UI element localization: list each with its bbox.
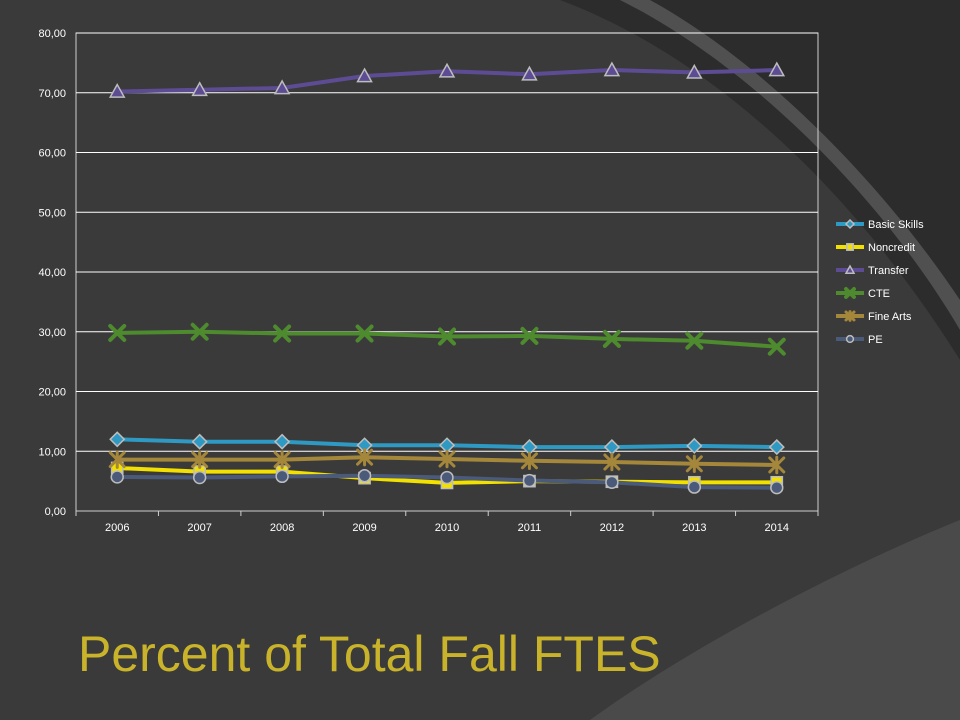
series-cte: [108, 322, 786, 356]
data-point-fine-arts: [520, 451, 538, 471]
legend-item-transfer: Transfer: [836, 264, 909, 277]
y-axis: 0,00 10,00 20,00 30,00 40,00 50,00 60,00 70,00 8…: [38, 28, 66, 518]
data-point-cte: [520, 326, 539, 345]
data-point-pe: [192, 470, 207, 485]
y-tick-label: 70,00: [38, 88, 66, 100]
x-tick-label: 2010: [435, 522, 459, 534]
data-point-transfer: [356, 67, 373, 83]
legend-label-cte: CTE: [868, 288, 890, 300]
y-tick-label: 20,00: [38, 387, 66, 399]
legend-item-pe: PE: [836, 334, 883, 346]
y-tick-label: 10,00: [38, 446, 66, 458]
data-point-cte: [190, 322, 209, 341]
legend-label-fine-arts: Fine Arts: [868, 311, 912, 323]
data-point-fine-arts: [273, 450, 291, 469]
data-point-transfer: [273, 79, 291, 95]
data-point-pe: [357, 469, 372, 483]
data-point-cte: [438, 327, 456, 346]
data-point-cte: [108, 323, 127, 342]
data-point-pe: [275, 469, 289, 484]
legend-item-cte: CTE: [836, 287, 890, 300]
data-point-transfer: [521, 65, 538, 81]
data-point-cte: [685, 331, 704, 350]
data-point-basic-skills: [109, 431, 126, 448]
y-tick-label: 50,00: [38, 207, 66, 219]
data-point-cte: [273, 324, 292, 343]
legend-item-fine-arts: Fine Arts: [836, 310, 912, 323]
data-point-transfer: [191, 81, 208, 97]
data-point-cte: [355, 324, 374, 343]
data-point-fine-arts: [108, 450, 126, 469]
legend-label-basic-skills: Basic Skills: [868, 219, 924, 231]
legend-marker-cte: [844, 287, 856, 299]
data-point-basic-skills: [768, 439, 785, 456]
legend-marker-fine-arts: [844, 310, 856, 322]
data-point-basic-skills: [603, 439, 620, 456]
legend-marker-pe: [845, 334, 855, 344]
data-point-pe: [687, 480, 702, 494]
series-transfer: [108, 61, 786, 98]
y-tick-label: 60,00: [38, 148, 66, 160]
x-tick-label: 2013: [682, 522, 706, 534]
legend-marker-noncredit: [846, 243, 854, 251]
series-pe: [110, 469, 784, 495]
data-point-transfer: [603, 61, 621, 77]
y-tick-label: 0,00: [45, 506, 66, 518]
data-point-cte: [602, 329, 621, 348]
series-fine-arts: [108, 448, 786, 475]
data-point-basic-skills: [686, 437, 703, 454]
gridlines: [76, 32, 818, 452]
data-point-basic-skills: [274, 433, 291, 450]
background-swoosh-decoration: [560, 0, 960, 720]
legend-marker-basic-skills: [844, 218, 856, 230]
x-tick-label: 2014: [765, 522, 789, 534]
data-point-fine-arts: [356, 448, 374, 467]
legend-item-basic-skills: Basic Skills: [836, 218, 924, 231]
data-point-fine-arts: [438, 449, 456, 469]
x-tick-label: 2011: [518, 522, 542, 534]
data-point-fine-arts: [768, 455, 786, 475]
x-tick-label: 2008: [270, 522, 294, 534]
x-tick-label: 2009: [352, 522, 376, 534]
legend-label-pe: PE: [868, 334, 883, 346]
data-point-fine-arts: [685, 454, 703, 473]
data-point-basic-skills: [191, 433, 208, 450]
data-point-pe: [605, 475, 619, 490]
legend: Basic Skills Noncredit Transfer CTE Fine Art…: [836, 218, 924, 346]
x-tick-label: 2007: [187, 522, 211, 534]
data-point-fine-arts: [191, 450, 209, 469]
legend-label-transfer: Transfer: [868, 265, 909, 277]
series-layer: [108, 61, 786, 495]
data-point-pe: [770, 480, 784, 495]
x-tick-label: 2006: [105, 522, 129, 534]
data-point-transfer: [438, 62, 456, 78]
data-point-pe: [110, 470, 124, 484]
x-axis: 2006 2007 2008 2009 2010 2011 2012 2013 2014: [75, 511, 819, 534]
data-point-fine-arts: [603, 452, 621, 472]
data-point-pe: [440, 470, 454, 485]
y-tick-label: 30,00: [38, 327, 66, 339]
data-point-transfer: [108, 83, 126, 98]
data-point-transfer: [768, 61, 786, 77]
data-point-transfer: [686, 63, 703, 79]
data-point-pe: [522, 473, 537, 488]
series-basic-skills: [109, 431, 785, 456]
legend-label-noncredit: Noncredit: [868, 242, 915, 254]
x-tick-label: 2012: [600, 522, 624, 534]
legend-marker-transfer: [844, 264, 856, 274]
legend-item-noncredit: Noncredit: [836, 242, 915, 254]
y-tick-label: 40,00: [38, 267, 66, 279]
y-tick-label: 80,00: [38, 28, 66, 40]
data-point-cte: [767, 337, 786, 356]
slide-title: Percent of Total Fall FTES: [78, 626, 661, 682]
